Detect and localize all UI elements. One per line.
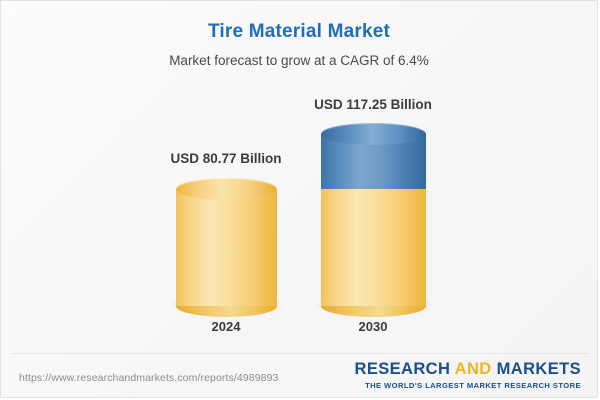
category-label-2030: 2030 bbox=[358, 319, 388, 334]
bar-value-label-2030: USD 117.25 Billion bbox=[314, 97, 432, 112]
chart-subtitle: Market forecast to grow at a CAGR of 6.4… bbox=[169, 53, 429, 68]
cylinder-body-yellow bbox=[176, 189, 277, 306]
footer-divider bbox=[11, 353, 589, 354]
logo-word-markets: MARKETS bbox=[491, 360, 581, 378]
category-label-2024: 2024 bbox=[211, 319, 241, 334]
logo-wordmark: RESEARCH AND MARKETS bbox=[355, 360, 582, 379]
logo-tagline: THE WORLD'S LARGEST MARKET RESEARCH STOR… bbox=[365, 381, 581, 390]
page-title: Tire Material Market bbox=[207, 21, 391, 42]
cylinder-top-ellipse bbox=[321, 123, 426, 145]
bar-cylinder-2024[interactable] bbox=[176, 178, 277, 317]
bar-value-label-2024: USD 80.77 Billion bbox=[170, 151, 282, 166]
bar-cylinder-2030[interactable] bbox=[321, 123, 426, 317]
report-url-link[interactable]: https://www.researchandmarkets.com/repor… bbox=[19, 372, 279, 384]
logo-word-research: RESEARCH bbox=[354, 360, 455, 378]
cylinder-body-yellow bbox=[321, 189, 426, 306]
research-and-markets-logo[interactable]: RESEARCH AND MARKETS THE WORLD'S LARGEST… bbox=[355, 360, 582, 390]
chart-plot-area: USD 80.77 Billion 2024 USD 117.25 Billio… bbox=[1, 1, 597, 356]
cylinder-top-ellipse bbox=[176, 178, 277, 200]
logo-word-and: AND bbox=[454, 360, 492, 378]
